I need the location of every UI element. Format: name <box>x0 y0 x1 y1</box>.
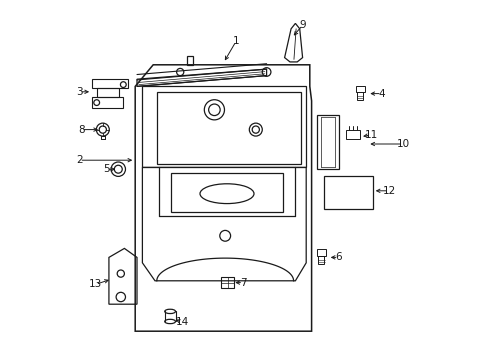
Text: 11: 11 <box>365 130 378 140</box>
Text: 9: 9 <box>299 20 306 30</box>
Text: 6: 6 <box>335 252 342 262</box>
Text: 4: 4 <box>378 89 385 99</box>
Text: 7: 7 <box>240 278 246 288</box>
Text: 8: 8 <box>78 125 84 135</box>
Text: 3: 3 <box>76 87 83 97</box>
Text: 5: 5 <box>103 164 110 174</box>
Text: 1: 1 <box>233 36 239 46</box>
Text: 2: 2 <box>76 155 83 165</box>
Text: 13: 13 <box>89 279 102 289</box>
Text: 10: 10 <box>397 139 410 149</box>
Text: 12: 12 <box>382 186 395 196</box>
Text: 14: 14 <box>175 317 189 327</box>
